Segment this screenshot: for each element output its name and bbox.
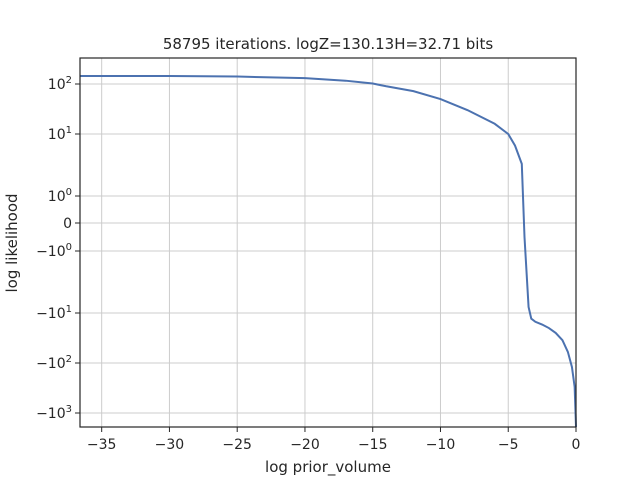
x-tick-label: −5	[498, 437, 519, 453]
y-tick-label: 102	[48, 75, 72, 93]
x-tick-label: −35	[87, 437, 117, 453]
y-tick-label: 0	[63, 216, 72, 232]
y-tick-label: −103	[36, 404, 72, 422]
x-axis-ticks: −35 −30 −25 −20 −15 −10 −5 0	[87, 427, 581, 453]
x-tick-label: 0	[572, 437, 581, 453]
chart-title: 58795 iterations. logZ=130.13H=32.71 bit…	[163, 35, 494, 53]
series-line	[80, 75, 577, 428]
y-tick-label: 100	[48, 187, 72, 205]
x-tick-label: −15	[358, 437, 388, 453]
y-axis-label: log likelihood	[3, 193, 21, 292]
x-axis-label: log prior_volume	[265, 458, 391, 477]
y-tick-label: −101	[36, 304, 72, 322]
x-tick-label: −20	[290, 437, 320, 453]
y-tick-label: 101	[48, 125, 72, 143]
y-axis-ticks: 102 101 100 0 −100 −101 −102 −103	[36, 75, 80, 422]
plot-frame	[79, 57, 577, 428]
y-tick-label: −102	[36, 354, 72, 372]
x-tick-label: −30	[155, 437, 185, 453]
x-tick-label: −25	[222, 437, 252, 453]
x-tick-label: −10	[426, 437, 456, 453]
y-tick-label: −100	[36, 242, 72, 260]
grid-lines	[80, 58, 577, 427]
